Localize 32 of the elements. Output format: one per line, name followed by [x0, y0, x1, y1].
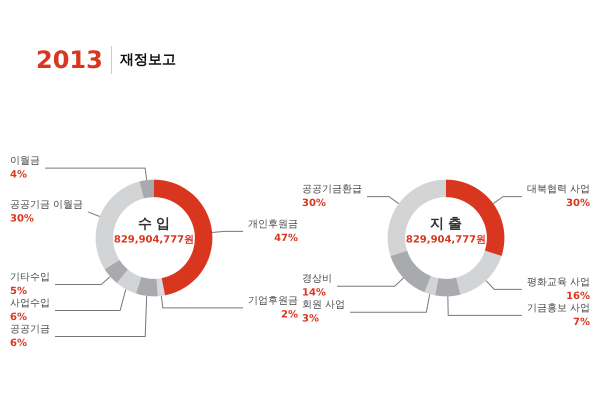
data-label: 6%	[10, 338, 27, 350]
data-label: 5%	[10, 286, 27, 298]
slice-label: 대북협력 사업	[526, 184, 590, 196]
slice-label: 사업수입	[10, 298, 50, 310]
data-label: 16%	[566, 290, 590, 302]
text: 829,904,777원	[114, 234, 194, 246]
data-label: 4%	[10, 170, 27, 181]
slice-label: 회원 사업	[302, 300, 346, 311]
data-label: 2%	[281, 309, 298, 320]
slice-label: 기타수입	[10, 272, 50, 284]
slice-label: 개인후원금	[248, 218, 298, 230]
slice-label: 기업후원금	[248, 295, 298, 306]
data-label: 3%	[302, 314, 319, 325]
text: 수 입	[138, 215, 170, 231]
slice-label: 경상비	[302, 274, 332, 285]
slice-label: 기금홍보 사업	[526, 302, 590, 314]
text: 829,904,777원	[406, 234, 486, 246]
data-label: 14%	[302, 288, 326, 299]
slice-label: 이월금	[10, 156, 40, 167]
text: 지 출	[430, 215, 462, 231]
data-label: 30%	[10, 214, 34, 225]
slice-label: 평화교육 사업	[526, 276, 590, 288]
data-label: 30%	[566, 198, 590, 210]
slice-label: 공공기금 이월금	[10, 200, 84, 211]
slice-label: 공공기금	[10, 324, 50, 336]
data-label: 47%	[274, 232, 298, 244]
data-label: 6%	[10, 312, 27, 324]
slice-label: 공공기금환급	[302, 184, 362, 196]
data-label: 30%	[302, 198, 326, 210]
data-label: 7%	[573, 316, 590, 328]
text: 2013	[36, 46, 112, 74]
text: 재정보고	[120, 51, 176, 69]
